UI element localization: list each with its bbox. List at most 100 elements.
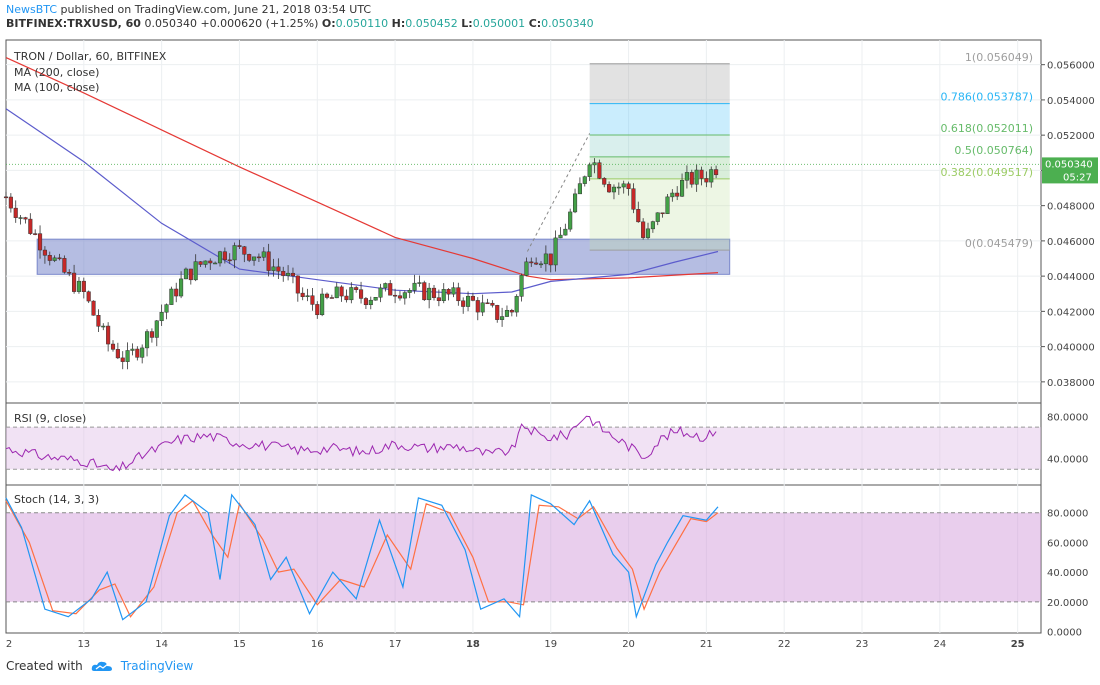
close-value: 0.050340: [541, 17, 594, 30]
candle-body: [714, 169, 719, 176]
rsi-label: RSI (9, close): [14, 412, 86, 425]
candle-body: [626, 183, 631, 189]
candle-body: [607, 184, 612, 193]
fib-trend-line: [526, 133, 591, 252]
stoch-k-line: [5, 493, 719, 621]
candle-body: [125, 350, 130, 362]
candle-body: [169, 288, 174, 305]
candle-body: [281, 270, 286, 276]
candle-body: [461, 300, 466, 307]
candle-body: [504, 310, 510, 317]
candle-body: [159, 311, 164, 322]
candle-body: [500, 316, 505, 320]
rsi-tick-label: 40.0000: [1047, 455, 1088, 466]
candle-body: [91, 300, 96, 316]
candle-body: [57, 257, 62, 260]
time-tick-label: 18: [466, 639, 480, 650]
time-tick-label: 21: [700, 639, 713, 650]
candle-body: [261, 251, 266, 258]
price-tick-label: 0.040000: [1047, 343, 1095, 354]
price-change: +0.000620 (+1.25%): [200, 17, 319, 30]
high-label: H:: [391, 17, 406, 30]
candle-body: [217, 251, 223, 264]
candle-body: [222, 251, 227, 261]
candle-body: [689, 172, 694, 185]
time-tick-label: 22: [778, 639, 791, 650]
last-price: 0.050340: [144, 17, 197, 30]
countdown-label: 05:27: [1063, 172, 1092, 183]
candle-body: [431, 287, 437, 298]
stoch-tick-label: 40.0000: [1047, 568, 1088, 579]
chart-title: TRON / Dollar, 60, BITFINEX: [13, 50, 167, 63]
stoch-tick-label: 60.0000: [1047, 538, 1088, 549]
candle-body: [397, 295, 403, 299]
fib-level-label: 0(0.045479): [965, 237, 1033, 250]
low-label: L:: [461, 17, 473, 30]
time-tick-label: 2: [6, 639, 12, 650]
tradingview-brand[interactable]: TradingView: [120, 659, 194, 673]
price-tick-label: 0.042000: [1047, 307, 1095, 318]
candle-body: [329, 297, 334, 299]
time-tick-label: 19: [544, 639, 557, 650]
candle-body: [13, 207, 18, 218]
time-tick-label: 15: [233, 639, 246, 650]
candle-body: [451, 287, 456, 295]
stoch-band: [6, 512, 1041, 602]
candle-body: [446, 289, 451, 295]
created-with-text: Created with: [6, 659, 83, 673]
price-tick-label: 0.044000: [1047, 272, 1095, 283]
stoch-tick-label: 80.0000: [1047, 509, 1088, 520]
candle-body: [568, 211, 573, 230]
candle-body: [135, 348, 140, 358]
candle-body: [675, 192, 680, 197]
fib-level-label: 0.618(0.052011): [940, 122, 1033, 135]
candle-body: [553, 237, 558, 266]
candle-body: [18, 217, 23, 219]
candle-body: [495, 305, 500, 320]
rsi-line: [5, 415, 717, 472]
candle-body: [295, 275, 300, 294]
candle-body: [378, 287, 383, 298]
candle-body: [359, 289, 364, 299]
candle-body: [193, 261, 198, 281]
candle-body: [485, 302, 490, 305]
candle-body: [402, 292, 407, 299]
price-chart[interactable]: 1(0.056049) 0.786(0.053787) 0.618(0.052011…: [0, 0, 1100, 650]
candle-body: [665, 196, 670, 214]
stoch-tick-label: 20.0000: [1047, 598, 1088, 609]
candle-body: [251, 256, 257, 261]
candle-body: [407, 290, 412, 293]
candle-body: [412, 282, 417, 291]
tradingview-cloud-icon: [91, 661, 112, 671]
candle-body: [183, 268, 189, 280]
candles-group: [3, 158, 719, 370]
candle-body: [140, 347, 145, 358]
candle-body: [110, 343, 116, 350]
candle-body: [247, 254, 252, 261]
candle-body: [543, 253, 548, 265]
fib-zone: [589, 103, 730, 135]
candle-body: [436, 297, 441, 301]
time-tick-label: 13: [77, 639, 90, 650]
candle-body: [388, 283, 393, 296]
candle-body: [81, 280, 86, 293]
candle-body: [704, 178, 709, 183]
price-tick-label: 0.038000: [1047, 378, 1095, 389]
candle-body: [213, 262, 218, 265]
chart-frame: [5, 39, 1042, 634]
candle-body: [154, 320, 159, 338]
candle-body: [475, 300, 480, 313]
candle-body: [324, 293, 330, 298]
candle-body: [203, 260, 208, 265]
candle-body: [174, 288, 179, 297]
candle-body: [393, 294, 398, 297]
legend-entry: MA (200, close): [14, 66, 99, 79]
candle-body: [42, 249, 47, 256]
candle-body: [3, 196, 9, 199]
candle-body: [514, 296, 519, 313]
publisher-name[interactable]: NewsBTC: [6, 3, 58, 16]
candle-body: [130, 348, 135, 351]
candle-body: [179, 278, 184, 297]
candle-body: [271, 266, 276, 271]
candle-body: [305, 295, 310, 298]
